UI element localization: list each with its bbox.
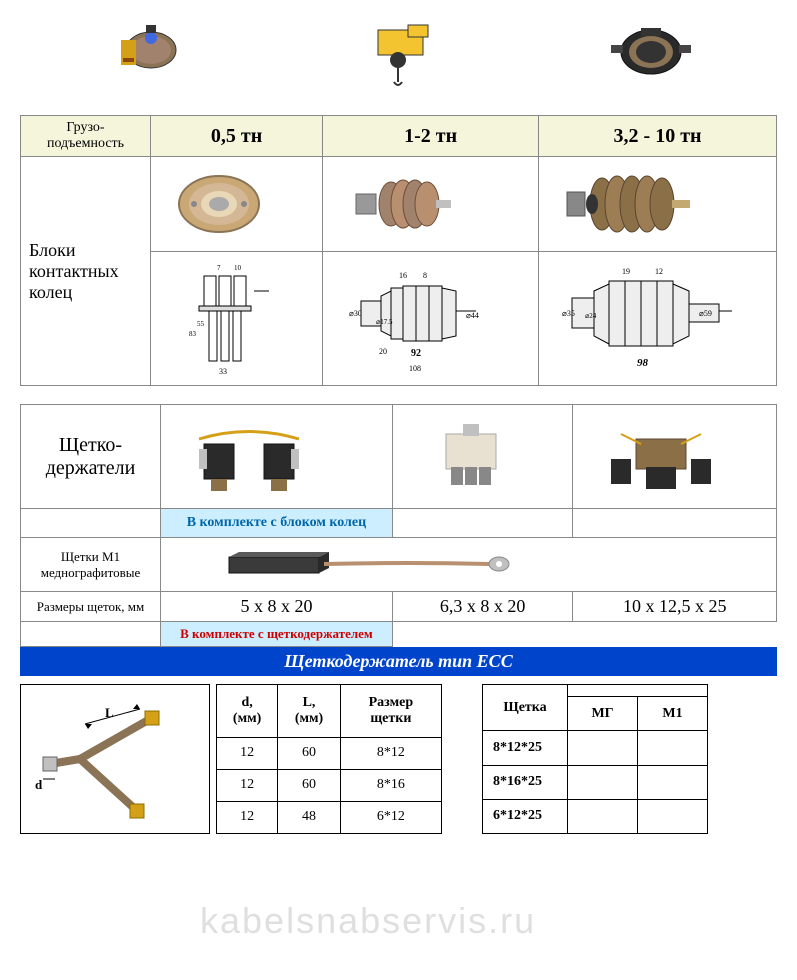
holder-photo-1 xyxy=(161,405,393,509)
table-cell: 12 xyxy=(217,737,278,769)
svg-text:⌀17.5: ⌀17.5 xyxy=(376,318,393,326)
ecc-dimensions-table: d, d, (мм)(мм) L, (мм) Размер щетки 12 6… xyxy=(216,684,442,834)
empty-cell xyxy=(21,509,161,538)
ring-drawing-1: 83 55 33 7 10 xyxy=(151,252,323,386)
table-cell: 8*16 xyxy=(340,769,441,801)
brush-sizes-label: Размеры щеток, мм xyxy=(21,592,161,622)
ring-photo-3 xyxy=(539,157,777,252)
ecc-col-d: d, d, (мм)(мм) xyxy=(217,685,278,738)
table-cell: 8*12*25 xyxy=(483,731,568,765)
table-cell xyxy=(568,799,638,833)
brush-m1-photo xyxy=(161,538,777,592)
brushes-m1-label: Щетки М1 меднографитовые xyxy=(21,538,161,592)
rings-section-label: Блоки контактных колец xyxy=(21,157,151,386)
svg-text:92: 92 xyxy=(411,348,421,359)
load-value-2: 1-2 тн xyxy=(323,116,539,157)
table-cell xyxy=(638,731,708,765)
product-image-2 xyxy=(338,10,458,90)
svg-text:d: d xyxy=(35,777,43,792)
ecc-mg-col: МГ xyxy=(568,697,638,731)
svg-text:33: 33 xyxy=(219,367,227,376)
table-cell xyxy=(568,765,638,799)
brush-size-3: 10 х 12,5 х 25 xyxy=(573,592,777,622)
table-cell: 60 xyxy=(278,769,341,801)
svg-text:⌀44: ⌀44 xyxy=(466,311,479,320)
table-cell xyxy=(638,799,708,833)
svg-text:108: 108 xyxy=(409,364,421,373)
table-cell xyxy=(638,765,708,799)
svg-text:12: 12 xyxy=(655,267,663,276)
product-image-3 xyxy=(591,10,711,90)
table-cell: 48 xyxy=(278,801,341,833)
bundled-with-holder-note: В комплекте с щеткодержателем xyxy=(161,622,393,647)
holder-photo-2 xyxy=(392,405,573,509)
table-cell xyxy=(568,731,638,765)
table-cell: 12 xyxy=(217,801,278,833)
brush-size-1: 5 х 8 х 20 xyxy=(161,592,393,622)
table-cell: 8*16*25 xyxy=(483,765,568,799)
table-cell: 12 xyxy=(217,769,278,801)
empty-cell xyxy=(392,622,573,647)
svg-text:7: 7 xyxy=(217,264,221,272)
svg-text:16: 16 xyxy=(399,271,407,280)
ring-photo-2 xyxy=(323,157,539,252)
empty-header xyxy=(568,685,708,697)
watermark: kabelsnabservis.ru xyxy=(200,900,536,942)
svg-text:⌀59: ⌀59 xyxy=(699,309,712,318)
table-cell: 60 xyxy=(278,737,341,769)
ring-drawing-2: ⌀30 ⌀17.5 ⌀44 16 8 20 92 108 xyxy=(323,252,539,386)
brush-size-2: 6,3 х 8 х 20 xyxy=(392,592,573,622)
svg-text:83: 83 xyxy=(189,330,197,338)
load-value-1: 0,5 тн xyxy=(151,116,323,157)
svg-text:8: 8 xyxy=(423,271,427,280)
ecc-brush-col: Щетка xyxy=(483,685,568,731)
ecc-section-title: Щеткодержатель тип ЕСС xyxy=(20,647,777,676)
svg-text:20: 20 xyxy=(379,347,387,356)
empty-cell xyxy=(21,622,161,647)
top-product-images xyxy=(20,10,777,100)
svg-text:⌀35: ⌀35 xyxy=(562,309,575,318)
table-cell: 8*12 xyxy=(340,737,441,769)
bundled-with-rings-note: В комплекте с блоком колец xyxy=(161,509,393,538)
svg-text:⌀30: ⌀30 xyxy=(349,309,362,318)
svg-text:98: 98 xyxy=(637,357,649,369)
brush-holders-label: Щетко- держатели xyxy=(21,405,161,509)
product-image-1 xyxy=(86,10,206,90)
svg-text:⌀24: ⌀24 xyxy=(585,312,597,320)
brush-holders-table: Щетко- держатели xyxy=(20,404,777,647)
ecc-holder-image: L d xyxy=(20,684,210,834)
main-capacity-table: Грузо- подъемность 0,5 тн 1-2 тн 3,2 - 1… xyxy=(20,115,777,386)
svg-text:55: 55 xyxy=(197,320,205,328)
empty-cell xyxy=(573,622,777,647)
empty-cell xyxy=(392,509,573,538)
ecc-brush-table: Щетка МГ М1 8*12*25 8*16*25 xyxy=(482,684,708,834)
ecc-col-l: L, (мм) xyxy=(278,685,341,738)
holder-photo-3 xyxy=(573,405,777,509)
table-cell: 6*12 xyxy=(340,801,441,833)
svg-text:19: 19 xyxy=(622,267,630,276)
ring-drawing-3: ⌀35 ⌀24 ⌀59 19 12 98 xyxy=(539,252,777,386)
svg-text:10: 10 xyxy=(234,264,242,272)
ecc-section: L d d, d, (мм)(мм) L, (мм) Размер щетки … xyxy=(20,684,777,834)
empty-cell xyxy=(573,509,777,538)
ecc-col-size: Размер щетки xyxy=(340,685,441,738)
load-value-3: 3,2 - 10 тн xyxy=(539,116,777,157)
ecc-m1-col: М1 xyxy=(638,697,708,731)
table-cell: 6*12*25 xyxy=(483,799,568,833)
load-capacity-label: Грузо- подъемность xyxy=(21,116,151,157)
ring-photo-1 xyxy=(151,157,323,252)
